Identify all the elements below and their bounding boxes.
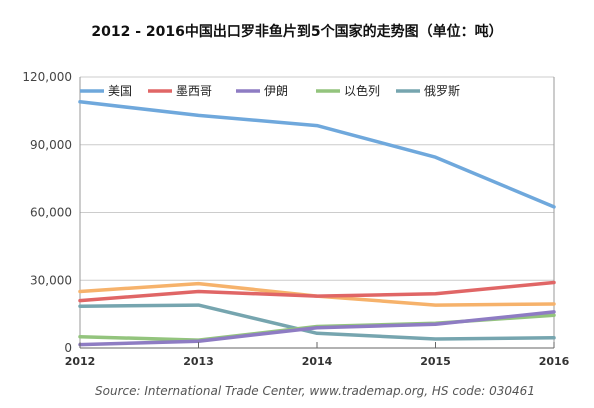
- x-tick-label: 2015: [420, 355, 451, 368]
- y-tick-label: 0: [64, 341, 72, 355]
- x-tick-label: 2014: [302, 355, 333, 368]
- legend-label-2: 伊朗: [264, 84, 288, 98]
- x-tick-label: 2013: [183, 355, 214, 368]
- x-tick-label: 2016: [539, 355, 570, 368]
- x-tick-label: 2012: [65, 355, 96, 368]
- legend: 美国 墨西哥 伊朗 以色列 俄罗斯: [80, 84, 460, 98]
- series-line-1: [78, 280, 556, 303]
- y-tick-label: 120,000: [22, 70, 72, 84]
- legend-label-0: 美国: [108, 84, 132, 98]
- y-axis: 0 30,000 60,000 90,000 120,000: [22, 70, 72, 355]
- grid: [79, 76, 555, 349]
- legend-label-1: 墨西哥: [176, 84, 212, 98]
- x-axis: 2012 2013 2014 2015 2016: [65, 342, 570, 368]
- y-tick-label: 30,000: [30, 273, 72, 287]
- y-tick-label: 60,000: [30, 206, 72, 220]
- chart-title: 2012 - 2016中国出口罗非鱼片到5个国家的走势图（单位：吨）: [91, 23, 502, 40]
- series-line-2: [78, 310, 556, 347]
- series-line-0: [78, 100, 556, 209]
- legend-label-4: 俄罗斯: [424, 84, 460, 98]
- series-lines: [78, 100, 556, 347]
- source-note: Source: International Trade Center, www.…: [95, 384, 535, 398]
- legend-label-3: 以色列: [344, 84, 380, 98]
- series-line-4: [78, 303, 556, 341]
- y-tick-label: 90,000: [30, 138, 72, 152]
